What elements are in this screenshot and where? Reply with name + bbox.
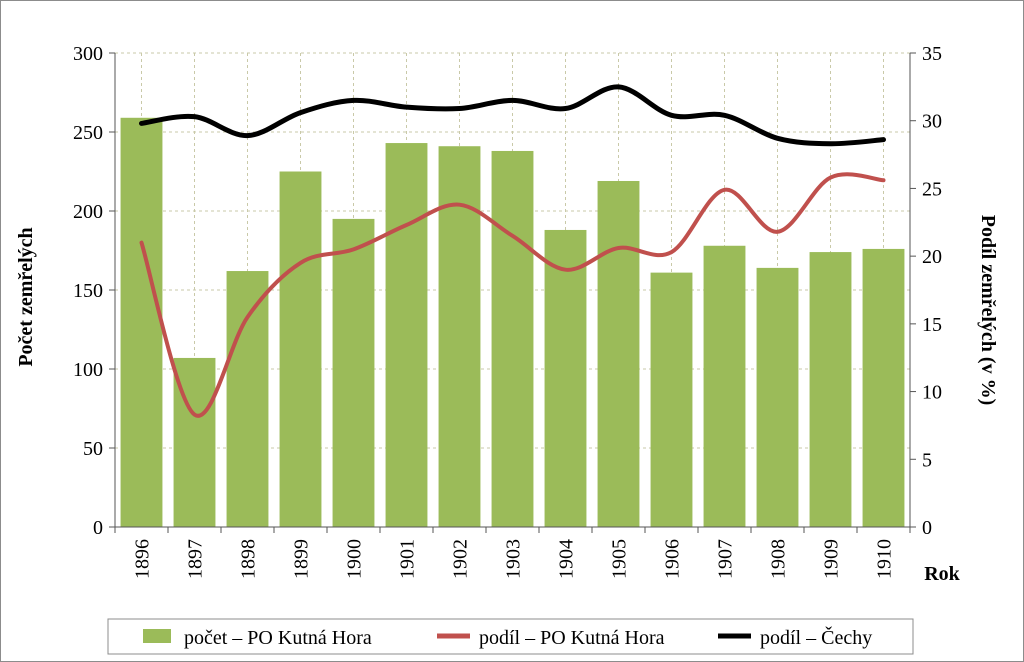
x-tick-label: 1896 bbox=[132, 539, 154, 579]
x-tick-label: 1899 bbox=[291, 539, 313, 579]
bar bbox=[491, 150, 534, 527]
x-tick-label: 1897 bbox=[185, 539, 207, 579]
x-tick-label: 1901 bbox=[397, 539, 419, 579]
bar bbox=[120, 117, 163, 527]
y-axis-title: Počet zemřelých bbox=[15, 227, 37, 366]
bar bbox=[650, 272, 693, 527]
bar bbox=[544, 229, 587, 527]
bar bbox=[809, 252, 852, 527]
y2-tick-label: 35 bbox=[922, 43, 942, 65]
line-podil-kutna-hora bbox=[139, 172, 886, 418]
y2-tick-label: 30 bbox=[922, 111, 942, 133]
y-tick-label: 150 bbox=[73, 280, 103, 302]
y2-tick-label: 25 bbox=[922, 178, 942, 200]
x-tick-label: 1898 bbox=[238, 539, 260, 579]
legend-swatch-bar bbox=[143, 629, 171, 643]
y-tick-label: 0 bbox=[93, 517, 103, 539]
y-tick-label: 250 bbox=[73, 122, 103, 144]
axes bbox=[109, 52, 916, 533]
left-axis-ticks: 0 50 100 150 200 250 300 bbox=[73, 43, 103, 539]
x-tick-label: 1902 bbox=[450, 539, 472, 579]
y2-axis-title: Podíl zemřelých (v %) bbox=[977, 215, 999, 406]
bar-series bbox=[120, 117, 905, 528]
bar bbox=[332, 218, 375, 527]
legend-label-bar: počet – PO Kutná Hora bbox=[184, 627, 372, 649]
y2-tick-label: 5 bbox=[922, 449, 932, 471]
y-tick-label: 300 bbox=[73, 43, 103, 65]
x-tick-label: 1909 bbox=[821, 539, 843, 579]
bar bbox=[756, 267, 799, 527]
line-podil-cechy bbox=[139, 84, 886, 147]
bar bbox=[226, 271, 269, 527]
legend-label-red-line: podíl – PO Kutná Hora bbox=[479, 627, 665, 649]
legend: počet – PO Kutná Hora podíl – PO Kutná H… bbox=[107, 618, 914, 655]
x-tick-label: 1900 bbox=[344, 539, 366, 579]
legend-box bbox=[107, 618, 914, 655]
x-tick-label: 1903 bbox=[503, 539, 525, 579]
line-series bbox=[139, 84, 886, 418]
legend-label-black-line: podíl – Čechy bbox=[760, 625, 872, 649]
y2-tick-label: 0 bbox=[922, 517, 932, 539]
bar bbox=[703, 245, 746, 527]
x-tick-label: 1906 bbox=[662, 539, 684, 579]
bar bbox=[385, 143, 428, 527]
x-tick-label: 1907 bbox=[715, 539, 737, 579]
y-tick-label: 200 bbox=[73, 201, 103, 223]
y2-tick-label: 10 bbox=[922, 382, 942, 404]
x-tick-label: 1905 bbox=[609, 539, 631, 579]
y-tick-label: 50 bbox=[83, 438, 103, 460]
x-axis-ticks: 1896 1897 1898 1899 1900 1901 1902 1903 1904 1905… bbox=[132, 539, 896, 579]
y2-tick-label: 20 bbox=[922, 246, 942, 268]
bar bbox=[862, 248, 905, 528]
x-tick-label: 1910 bbox=[874, 539, 896, 579]
right-axis-ticks: 0 5 10 15 20 25 30 35 bbox=[922, 43, 942, 539]
x-axis-title: Rok bbox=[924, 563, 960, 585]
bar bbox=[279, 171, 322, 527]
x-tick-label: 1908 bbox=[768, 539, 790, 579]
y-tick-label: 100 bbox=[73, 359, 103, 381]
x-tick-label: 1904 bbox=[556, 539, 578, 579]
y2-tick-label: 15 bbox=[922, 314, 942, 336]
bar bbox=[597, 180, 640, 528]
